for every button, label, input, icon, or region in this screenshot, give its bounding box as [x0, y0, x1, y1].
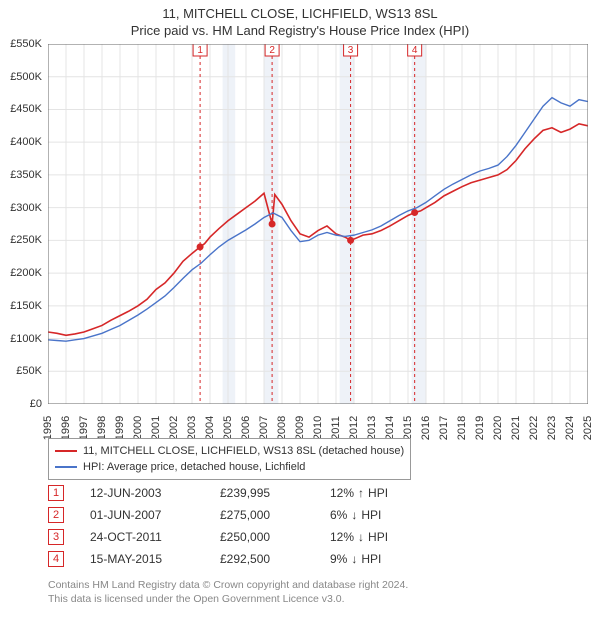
footer-line-2: This data is licensed under the Open Gov…	[48, 592, 408, 606]
x-tick-label: 2011	[330, 416, 342, 440]
y-tick-label: £550K	[10, 38, 42, 50]
x-tick-label: 2023	[546, 416, 558, 440]
x-tick-label: 2019	[474, 416, 486, 440]
footer-line-1: Contains HM Land Registry data © Crown c…	[48, 578, 408, 592]
x-tick-label: 2020	[492, 416, 504, 440]
legend-label: 11, MITCHELL CLOSE, LICHFIELD, WS13 8SL …	[83, 445, 404, 457]
x-tick-label: 1999	[114, 416, 126, 440]
x-tick-label: 2012	[348, 416, 360, 440]
y-tick-label: £350K	[10, 169, 42, 181]
y-tick-label: £250K	[10, 234, 42, 246]
transaction-marker: 1	[48, 485, 64, 501]
transaction-price: £275,000	[220, 508, 330, 522]
transaction-marker: 3	[48, 529, 64, 545]
x-tick-label: 1998	[96, 416, 108, 440]
diff-pct: 12%	[330, 486, 354, 500]
x-tick-label: 2025	[582, 416, 594, 440]
svg-text:3: 3	[348, 45, 354, 56]
diff-pct: 6%	[330, 508, 347, 522]
y-tick-label: £150K	[10, 300, 42, 312]
transaction-row: 1 12-JUN-2003£239,99512% ↑ HPI	[48, 482, 440, 504]
diff-arrow-icon: ↓	[358, 530, 364, 544]
title-block: 11, MITCHELL CLOSE, LICHFIELD, WS13 8SL …	[0, 0, 600, 38]
legend-swatch	[55, 466, 77, 468]
diff-pct: 9%	[330, 552, 347, 566]
svg-text:4: 4	[412, 45, 418, 56]
transaction-price: £292,500	[220, 552, 330, 566]
legend-swatch	[55, 450, 77, 452]
x-tick-label: 1995	[42, 416, 54, 440]
diff-ref: HPI	[361, 508, 381, 522]
transaction-date: 24-OCT-2011	[90, 530, 220, 544]
transaction-diff: 12% ↑ HPI	[330, 486, 440, 500]
diff-arrow-icon: ↓	[351, 508, 357, 522]
y-tick-label: £450K	[10, 103, 42, 115]
legend-item: HPI: Average price, detached house, Lich…	[55, 459, 404, 475]
diff-pct: 12%	[330, 530, 354, 544]
transaction-price: £250,000	[220, 530, 330, 544]
x-tick-label: 2007	[258, 416, 270, 440]
x-tick-label: 2000	[132, 416, 144, 440]
title-subtitle: Price paid vs. HM Land Registry's House …	[0, 23, 600, 38]
y-tick-label: £50K	[16, 365, 42, 377]
transaction-date: 15-MAY-2015	[90, 552, 220, 566]
x-tick-label: 2017	[438, 416, 450, 440]
transaction-marker: 2	[48, 507, 64, 523]
transaction-diff: 9% ↓ HPI	[330, 552, 440, 566]
x-tick-label: 2002	[168, 416, 180, 440]
x-tick-label: 2024	[564, 416, 576, 440]
diff-arrow-icon: ↓	[351, 552, 357, 566]
x-tick-label: 1996	[60, 416, 72, 440]
svg-text:2: 2	[269, 45, 275, 56]
legend-label: HPI: Average price, detached house, Lich…	[83, 461, 305, 473]
x-tick-label: 2016	[420, 416, 432, 440]
transaction-row: 4 15-MAY-2015£292,5009% ↓ HPI	[48, 548, 440, 570]
x-tick-label: 2015	[402, 416, 414, 440]
x-tick-label: 2014	[384, 416, 396, 440]
diff-ref: HPI	[368, 530, 388, 544]
svg-text:1: 1	[197, 45, 203, 56]
transaction-diff: 12% ↓ HPI	[330, 530, 440, 544]
transactions-table: 112-JUN-2003£239,99512%↑HPI201-JUN-2007£…	[48, 482, 440, 570]
diff-ref: HPI	[361, 552, 381, 566]
transaction-date: 01-JUN-2007	[90, 508, 220, 522]
transaction-price: £239,995	[220, 486, 330, 500]
transaction-diff: 6% ↓ HPI	[330, 508, 440, 522]
x-tick-label: 1997	[78, 416, 90, 440]
legend-item: 11, MITCHELL CLOSE, LICHFIELD, WS13 8SL …	[55, 443, 404, 459]
y-tick-label: £300K	[10, 202, 42, 214]
x-tick-label: 2021	[510, 416, 522, 440]
title-address: 11, MITCHELL CLOSE, LICHFIELD, WS13 8SL	[0, 6, 600, 21]
diff-arrow-icon: ↑	[358, 486, 364, 500]
x-tick-label: 2018	[456, 416, 468, 440]
legend: 11, MITCHELL CLOSE, LICHFIELD, WS13 8SL …	[48, 438, 411, 480]
y-tick-label: £0	[30, 398, 42, 410]
diff-ref: HPI	[368, 486, 388, 500]
x-tick-label: 2006	[240, 416, 252, 440]
x-tick-label: 2001	[150, 416, 162, 440]
chart: 1234 £0£50K£100K£150K£200K£250K£300K£350…	[48, 44, 588, 404]
x-tick-label: 2004	[204, 416, 216, 440]
y-tick-label: £500K	[10, 71, 42, 83]
footer: Contains HM Land Registry data © Crown c…	[48, 578, 408, 606]
transaction-date: 12-JUN-2003	[90, 486, 220, 500]
transaction-row: 3 24-OCT-2011£250,00012% ↓ HPI	[48, 526, 440, 548]
x-tick-label: 2008	[276, 416, 288, 440]
x-tick-label: 2013	[366, 416, 378, 440]
transaction-row: 2 01-JUN-2007£275,0006% ↓ HPI	[48, 504, 440, 526]
x-tick-label: 2009	[294, 416, 306, 440]
x-tick-label: 2022	[528, 416, 540, 440]
page: 11, MITCHELL CLOSE, LICHFIELD, WS13 8SL …	[0, 0, 600, 620]
chart-svg: 1 2 3 4	[48, 44, 588, 404]
y-tick-label: £400K	[10, 136, 42, 148]
x-tick-label: 2005	[222, 416, 234, 440]
transaction-marker: 4	[48, 551, 64, 567]
x-tick-label: 2003	[186, 416, 198, 440]
y-tick-label: £200K	[10, 267, 42, 279]
x-tick-label: 2010	[312, 416, 324, 440]
y-tick-label: £100K	[10, 333, 42, 345]
